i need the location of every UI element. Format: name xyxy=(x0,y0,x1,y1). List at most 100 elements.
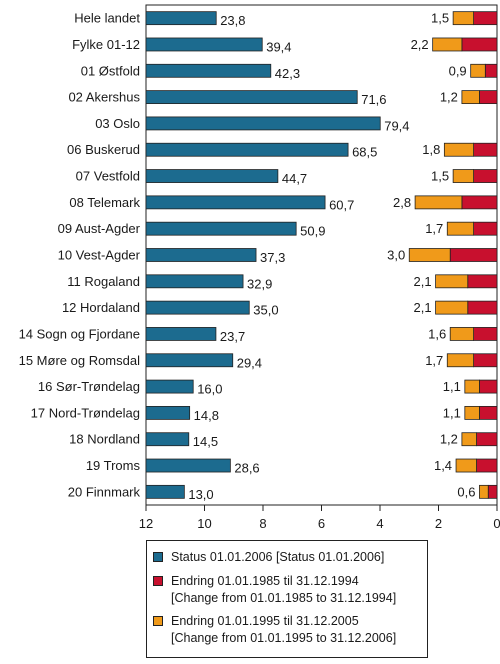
status-value-label: 60,7 xyxy=(329,197,354,212)
category-label: 06 Buskerud xyxy=(67,142,140,157)
status-bar xyxy=(145,353,234,368)
category-label: 20 Finnmark xyxy=(68,484,141,499)
change-bar-1985-1994 xyxy=(487,484,498,499)
change-total-label: 1,8 xyxy=(422,142,440,157)
status-value-label: 23,8 xyxy=(220,13,245,28)
status-value-label: 14,8 xyxy=(194,408,219,423)
category-label: 09 Aust-Agder xyxy=(58,221,141,236)
legend: Status 01.01.2006 [Status 01.01.2006] End… xyxy=(146,540,428,658)
legend-swatch xyxy=(153,576,163,586)
category-label: 08 Telemark xyxy=(69,195,140,210)
status-value-label: 71,6 xyxy=(361,92,386,107)
x-tick-label: 6 xyxy=(318,516,325,531)
change-bar-1985-1994 xyxy=(473,353,498,368)
change-total-label: 1,2 xyxy=(440,90,458,105)
status-bar xyxy=(145,432,190,447)
status-bar xyxy=(145,169,279,183)
status-bar xyxy=(145,90,358,105)
status-bar xyxy=(145,274,244,289)
status-value-label: 16,0 xyxy=(197,382,222,397)
legend-label-line: [Change from 01.01.1995 to 31.12.2006] xyxy=(171,631,397,645)
change-bar-1995-2005 xyxy=(461,90,480,105)
category-label: 14 Sogn og Fjordane xyxy=(19,326,140,341)
status-bar xyxy=(145,248,257,262)
status-bar xyxy=(145,63,272,78)
category-label: 17 Nord-Trøndelag xyxy=(31,405,140,420)
category-label: Hele landet xyxy=(74,11,140,26)
category-labels: Hele landet Fylke 01-12 01 Østfold 02 Akers… xyxy=(19,11,141,500)
legend-swatch xyxy=(153,552,163,562)
status-bar xyxy=(145,11,217,26)
legend-label: Endring 01.01.1995 til 31.12.2005 [Change… xyxy=(171,613,396,647)
change-bar-1985-1994 xyxy=(473,142,498,157)
category-label: 07 Vestfold xyxy=(76,169,140,184)
change-bar-1995-2005 xyxy=(435,274,469,289)
change-total-label: 1,5 xyxy=(431,169,449,184)
change-bar-1995-2005 xyxy=(449,327,475,341)
status-value-label: 32,9 xyxy=(247,276,272,291)
change-bar-1985-1994 xyxy=(476,432,498,447)
change-bar-1995-2005 xyxy=(446,353,474,368)
change-total-label: 3,0 xyxy=(387,248,405,263)
change-bar-1985-1994 xyxy=(473,221,498,236)
x-axis: 12 10 8 6 4 2 0 xyxy=(139,505,500,531)
change-bar-1995-2005 xyxy=(452,11,475,26)
change-bar-1995-2005 xyxy=(446,221,474,236)
status-value-label: 42,3 xyxy=(275,66,300,81)
x-tick-label: 10 xyxy=(197,516,211,531)
category-label: 11 Rogaland xyxy=(67,274,140,289)
category-label: 12 Hordaland xyxy=(62,300,140,315)
status-bar xyxy=(145,484,185,499)
change-bar-1985-1994 xyxy=(449,248,498,262)
category-label: 02 Akershus xyxy=(68,90,140,105)
change-bar-1995-2005 xyxy=(464,405,480,420)
change-total-label: 1,5 xyxy=(431,11,449,26)
status-bar xyxy=(145,116,381,131)
change-bar-1985-1994 xyxy=(461,37,498,52)
x-tick-label: 0 xyxy=(493,516,500,531)
change-bar-1985-1994 xyxy=(473,169,498,183)
status-value-label: 29,4 xyxy=(237,355,262,370)
change-bar-1995-2005 xyxy=(464,379,480,394)
change-bar-1995-2005 xyxy=(452,169,475,183)
status-bar xyxy=(145,327,217,341)
change-bars: 1,52,20,91,21,81,52,81,73,02,12,11,61,71… xyxy=(387,11,498,499)
change-bar-1985-1994 xyxy=(473,327,498,341)
change-bar-1985-1994 xyxy=(476,458,498,473)
change-bar-1985-1994 xyxy=(484,63,498,78)
status-value-label: 44,7 xyxy=(282,171,307,186)
status-value-label: 50,9 xyxy=(300,224,325,239)
x-tick-label: 12 xyxy=(139,516,153,531)
legend-swatch xyxy=(153,616,163,626)
change-bar-1985-1994 xyxy=(461,195,498,210)
status-bar xyxy=(145,37,263,52)
change-bar-1985-1994 xyxy=(479,379,498,394)
change-total-label: 0,6 xyxy=(457,484,475,499)
change-total-label: 1,7 xyxy=(425,353,443,368)
status-value-label: 13,0 xyxy=(188,487,213,502)
legend-label-line: Endring 01.01.1985 til 31.12.1994 xyxy=(171,574,359,588)
status-bar xyxy=(145,300,250,315)
status-bar xyxy=(145,379,194,394)
status-bar xyxy=(145,142,349,157)
change-total-label: 1,7 xyxy=(425,221,443,236)
status-bar xyxy=(145,221,297,236)
category-label: 15 Møre og Romsdal xyxy=(19,353,140,368)
category-label: 18 Nordland xyxy=(69,432,140,447)
change-bar-1995-2005 xyxy=(479,484,489,499)
change-total-label: 0,9 xyxy=(449,63,467,78)
legend-label-line: Endring 01.01.1995 til 31.12.2005 xyxy=(171,614,359,628)
status-value-label: 23,7 xyxy=(220,329,245,344)
status-value-label: 14,5 xyxy=(193,434,218,449)
x-tick-label: 4 xyxy=(376,516,383,531)
category-label: Fylke 01-12 xyxy=(72,37,140,52)
status-bar xyxy=(145,405,191,420)
status-value-label: 79,4 xyxy=(384,118,409,133)
change-bar-1985-1994 xyxy=(467,274,498,289)
category-label: 03 Oslo xyxy=(95,116,140,131)
change-total-label: 1,1 xyxy=(443,405,461,420)
legend-label-line: Status 01.01.2006 [Status 01.01.2006] xyxy=(171,550,385,564)
change-bar-1985-1994 xyxy=(473,11,498,26)
change-total-label: 2,2 xyxy=(411,37,429,52)
chart: Hele landet Fylke 01-12 01 Østfold 02 Akers… xyxy=(19,4,500,531)
